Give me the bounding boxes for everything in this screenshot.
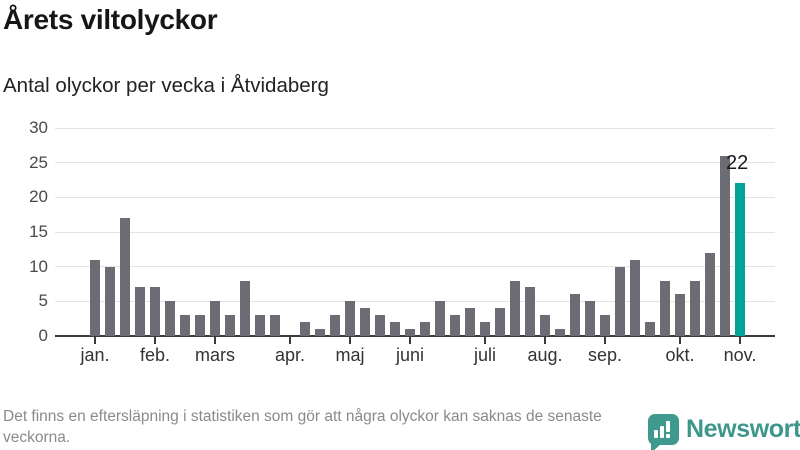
x-axis-label: juni: [395, 345, 425, 365]
y-axis-label: 5: [38, 291, 48, 311]
x-axis-label: apr.: [274, 345, 306, 365]
bar: [315, 329, 325, 336]
bar: [615, 267, 625, 336]
y-axis-label: 20: [29, 187, 48, 207]
bar: [435, 301, 445, 336]
gridline: [55, 196, 775, 198]
logo-bubble-tail: [651, 443, 662, 450]
x-axis-label: okt.: [665, 345, 695, 365]
x-axis-label: aug.: [527, 345, 563, 365]
bar: [210, 301, 220, 336]
bar: [405, 329, 415, 336]
bar: [540, 315, 550, 336]
bar: [600, 315, 610, 336]
bar: [645, 322, 655, 336]
bar: [165, 301, 175, 336]
gridline: [55, 162, 775, 164]
bar: [240, 281, 250, 336]
bar: [330, 315, 340, 336]
bar: [195, 315, 205, 336]
x-axis-label: sep.: [587, 345, 623, 365]
y-axis-label: 10: [29, 256, 48, 276]
newsworthy-logo[interactable]: Newsworthy: [648, 413, 800, 450]
y-axis-label: 30: [29, 118, 48, 137]
bar: [690, 281, 700, 336]
x-axis-tick: [604, 337, 606, 344]
x-axis-tick: [739, 337, 741, 344]
bar: [120, 218, 130, 336]
gridline: [55, 231, 775, 233]
brand-name: Newsworthy: [686, 415, 800, 443]
y-axis-label: 15: [29, 222, 48, 241]
x-axis-label: maj: [335, 345, 365, 365]
x-axis-label: feb.: [139, 345, 171, 365]
x-axis-label: nov.: [723, 345, 757, 365]
x-axis-tick: [679, 337, 681, 344]
bar: [495, 308, 505, 336]
gridline: [55, 266, 775, 268]
bar: [465, 308, 475, 336]
bar: [360, 308, 370, 336]
y-axis-label: 25: [29, 152, 48, 172]
bar: [180, 315, 190, 336]
last-value-label: 22: [726, 152, 749, 175]
chart-footnote: Det finns en eftersläpning i statistiken…: [3, 408, 602, 446]
bar: [375, 315, 385, 336]
bar: [255, 315, 265, 336]
bar: [720, 156, 730, 336]
logo-bubble-icon: [648, 414, 679, 445]
bar: [660, 281, 670, 336]
x-axis-tick: [544, 337, 546, 344]
bar: [570, 294, 580, 336]
bar: [420, 322, 430, 336]
x-axis-tick: [349, 337, 351, 344]
bar: [555, 329, 565, 336]
bar: [270, 315, 280, 336]
x-axis-label: mars: [195, 345, 235, 365]
bar: [90, 260, 100, 336]
x-axis-tick: [214, 337, 216, 344]
x-axis-tick: [484, 337, 486, 344]
x-axis-label: juli: [473, 345, 496, 365]
bar: [150, 287, 160, 336]
bar: [705, 253, 715, 336]
bar: [525, 287, 535, 336]
bar: [390, 322, 400, 336]
bar: [450, 315, 460, 336]
x-axis-tick: [94, 337, 96, 344]
x-axis-tick: [289, 337, 291, 344]
bar: [345, 301, 355, 336]
bar: [225, 315, 235, 336]
x-axis-tick: [409, 337, 411, 344]
page-title: Årets viltolyckor: [3, 4, 218, 35]
gridline: [55, 127, 775, 129]
y-axis-label: 0: [38, 326, 48, 345]
bar: [510, 281, 520, 336]
bar: [480, 322, 490, 336]
bar-highlight: [735, 183, 745, 336]
bar: [300, 322, 310, 336]
x-axis-line: [55, 335, 775, 337]
x-axis-tick: [154, 337, 156, 344]
bar: [675, 294, 685, 336]
bar: [105, 267, 115, 336]
x-axis-label: jan.: [80, 345, 110, 365]
bar: [135, 287, 145, 336]
chart-subtitle: Antal olyckor per vecka i Åtvidaberg: [3, 74, 329, 97]
bar: [630, 260, 640, 336]
bar: [585, 301, 595, 336]
gridline: [55, 300, 775, 302]
